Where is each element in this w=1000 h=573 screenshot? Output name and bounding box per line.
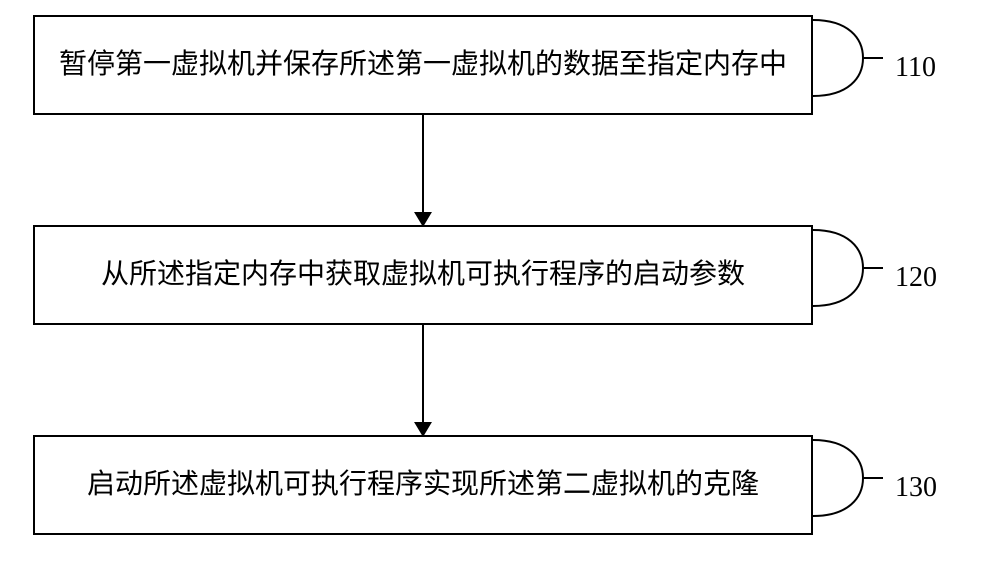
flowchart-canvas: 暂停第一虚拟机并保存所述第一虚拟机的数据至指定内存中 从所述指定内存中获取虚拟机… (0, 0, 1000, 573)
flow-step-2-label: 120 (895, 262, 937, 294)
flow-step-1-label: 110 (895, 52, 936, 84)
flow-step-3-label: 130 (895, 472, 937, 504)
flow-step-3: 启动所述虚拟机可执行程序实现所述第二虚拟机的克隆 (33, 435, 813, 535)
flow-step-1: 暂停第一虚拟机并保存所述第一虚拟机的数据至指定内存中 (33, 15, 813, 115)
flow-step-2: 从所述指定内存中获取虚拟机可执行程序的启动参数 (33, 225, 813, 325)
flow-step-3-text: 启动所述虚拟机可执行程序实现所述第二虚拟机的克隆 (87, 465, 759, 506)
flow-step-1-text: 暂停第一虚拟机并保存所述第一虚拟机的数据至指定内存中 (59, 45, 787, 86)
flow-step-2-text: 从所述指定内存中获取虚拟机可执行程序的启动参数 (101, 255, 745, 296)
